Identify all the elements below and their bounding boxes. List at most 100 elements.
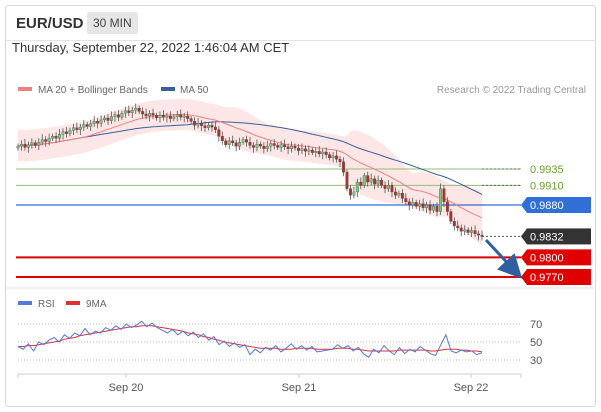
candle-body	[151, 113, 155, 116]
chart-datetime: Thursday, September 22, 2022 1:46:04 AM …	[12, 40, 290, 55]
candle-body	[331, 155, 335, 159]
x-label-sep-22: Sep 22	[454, 382, 489, 394]
candle-body	[376, 179, 380, 185]
main-legend: MA 20 + Bollinger Bands MA 50 Research ©…	[18, 85, 586, 96]
candle-body	[383, 185, 387, 189]
candle-body	[310, 149, 314, 153]
candle-body	[206, 124, 210, 128]
candle-body	[113, 114, 117, 117]
candle-body	[182, 115, 186, 118]
candle-body	[189, 118, 193, 122]
support-tag-0.9800	[527, 249, 591, 266]
candle-body	[290, 145, 294, 149]
candle-body	[179, 114, 183, 118]
candle-body	[293, 145, 297, 149]
candle-body	[328, 154, 332, 159]
support-label-0.9800: 0.9800	[530, 252, 564, 264]
last-price-tag-pointer	[521, 228, 527, 245]
candle-body	[161, 115, 165, 118]
candle-body	[286, 146, 290, 149]
candle-body	[196, 123, 200, 126]
candle-body	[213, 126, 217, 130]
candle-body	[324, 151, 328, 155]
candle-body	[193, 121, 197, 126]
candle-body	[20, 143, 23, 147]
pivot-tag-pointer-0.9880	[521, 197, 527, 213]
support-label-0.9770: 0.9770	[530, 272, 564, 284]
candle-body	[387, 185, 390, 189]
bollinger-band	[18, 98, 482, 246]
rsi-line	[17, 320, 483, 359]
ma50-legend-label: MA 50	[180, 85, 209, 96]
rsi-ma-legend-label: 9MA	[86, 299, 107, 310]
candle-body	[449, 211, 453, 222]
candle-body	[210, 124, 214, 128]
ma20-swatch	[18, 87, 32, 91]
candle-body	[473, 230, 477, 234]
candle-body	[272, 143, 276, 146]
ma50-line	[17, 121, 483, 195]
currency-pair: EUR/USD	[16, 15, 84, 32]
rsi-legend-label: RSI	[38, 299, 55, 310]
candle-body	[99, 119, 103, 124]
candle-body	[37, 142, 41, 146]
candle-body	[445, 201, 449, 212]
candle-body	[258, 143, 262, 147]
candle-body	[141, 111, 145, 115]
candle-body	[172, 116, 176, 119]
interval-badge[interactable]: 30 MIN	[87, 12, 138, 34]
candle-body	[175, 114, 179, 117]
rsi-tick-70: 70	[530, 319, 542, 331]
candle-body	[362, 175, 366, 186]
candle-body	[224, 140, 228, 145]
candle-body	[303, 148, 307, 152]
candle-body	[51, 136, 55, 139]
last-price-tag-0.9832	[527, 228, 591, 245]
candle-body	[279, 144, 283, 148]
candle-body	[428, 204, 432, 211]
candle-body	[127, 110, 131, 113]
candle-body	[155, 115, 158, 119]
candle-body	[106, 117, 110, 121]
rsi-ma-line	[18, 325, 483, 353]
x-label-sep-20: Sep 20	[109, 382, 144, 394]
candle-body	[345, 172, 349, 189]
price-level-labels: 0.9935 0.9910 0.9880 0.9832 0.9800 0.9770	[521, 164, 591, 285]
candle-body	[432, 206, 435, 211]
title-bar: EUR/USD 30 MIN	[6, 6, 595, 41]
credit-text: Research © 2022 Trading Central	[437, 85, 586, 96]
candle-body	[421, 203, 425, 208]
last-price-label: 0.9832	[530, 231, 564, 243]
candle-body	[397, 193, 401, 196]
candle-body	[411, 202, 415, 206]
candle-body	[65, 131, 68, 134]
candle-body	[255, 143, 259, 148]
candle-body	[338, 159, 342, 162]
rsi-tick-50: 50	[530, 337, 542, 349]
candle-body	[414, 202, 418, 207]
candle-body	[262, 145, 266, 149]
resistance-label-0.9935: 0.9935	[530, 164, 564, 176]
candle-body	[456, 225, 460, 229]
candle-body	[352, 191, 356, 196]
forecast-arrow	[484, 238, 523, 279]
candle-body	[47, 138, 51, 142]
candle-body	[137, 107, 141, 112]
candle-body	[369, 178, 373, 183]
candle-body	[442, 188, 446, 202]
candle-body	[40, 139, 44, 143]
candle-body	[148, 113, 152, 117]
candle-body	[404, 198, 408, 202]
candle-body	[231, 140, 235, 143]
candle-body	[307, 149, 311, 152]
candle-body	[355, 181, 359, 193]
candle-body	[58, 134, 62, 139]
x-label-sep-21: Sep 21	[282, 382, 317, 394]
bollinger-band-area	[18, 98, 482, 246]
rsi-pane: 70 50 30	[17, 319, 542, 367]
candle-body	[400, 193, 404, 199]
candle-body	[75, 127, 79, 130]
candle-body	[220, 136, 224, 142]
candle-body	[92, 121, 96, 124]
candle-body	[134, 107, 138, 111]
